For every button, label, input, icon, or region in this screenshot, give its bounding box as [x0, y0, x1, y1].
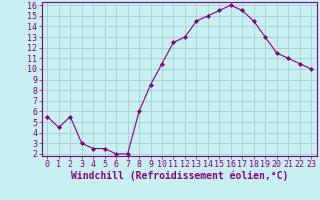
- X-axis label: Windchill (Refroidissement éolien,°C): Windchill (Refroidissement éolien,°C): [70, 171, 288, 181]
